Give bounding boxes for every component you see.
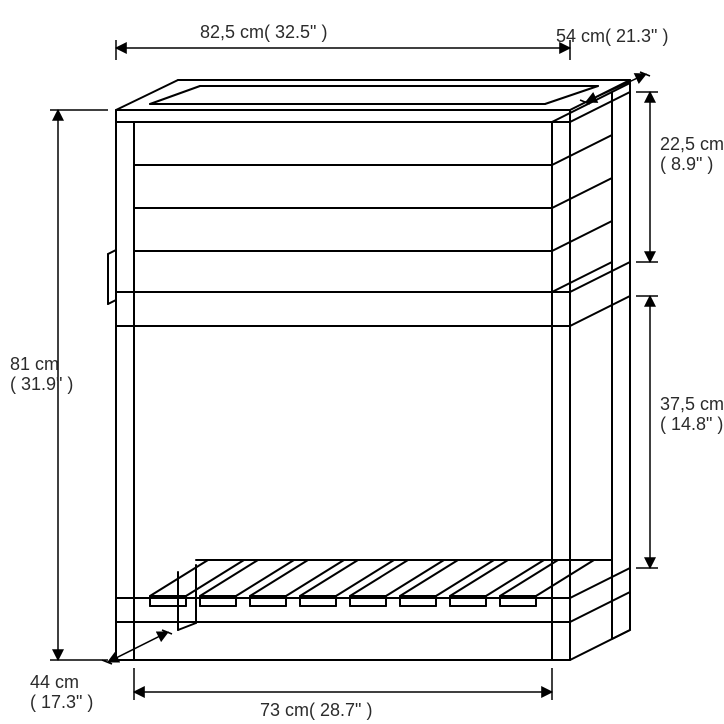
- labels: 82,5 cm( 32.5" ) 54 cm( 21.3" ) 22,5 cm(…: [10, 22, 724, 720]
- lbl-bdepth-cm: 44 cm: [30, 672, 79, 692]
- dim-bottom-depth: [102, 630, 172, 664]
- dim-shelf-gap: [636, 296, 658, 568]
- lbl-gap-in: ( 14.8" ): [660, 414, 723, 434]
- svg-text:37,5 cm( 14.8" ): 37,5 cm( 14.8" ): [660, 394, 724, 434]
- lbl-bdepth-in: ( 17.3" ): [30, 692, 93, 712]
- lbl-top-width-cm: 82,5 cm: [200, 22, 264, 42]
- lbl-top-depth-in: ( 21.3" ): [605, 26, 668, 46]
- dim-top-width: [116, 40, 570, 60]
- lbl-total-h-in: ( 31.9" ): [10, 374, 73, 394]
- lbl-top-depth-cm: 54 cm: [556, 26, 605, 46]
- dim-box-height: [636, 92, 658, 262]
- lbl-bwidth-in: ( 28.7" ): [309, 700, 372, 720]
- svg-text:73 cm( 28.7" ): 73 cm( 28.7" ): [260, 700, 372, 720]
- dim-bottom-width: [134, 668, 552, 700]
- lbl-box-h-in: ( 8.9" ): [660, 154, 713, 174]
- svg-text:54 cm( 21.3" ): 54 cm( 21.3" ): [556, 26, 668, 46]
- svg-text:82,5 cm( 32.5" ): 82,5 cm( 32.5" ): [200, 22, 327, 42]
- top-rim: [116, 80, 630, 122]
- lbl-total-h-cm: 81 cm: [10, 354, 59, 374]
- svg-text:44 cm( 17.3" ): 44 cm( 17.3" ): [30, 672, 93, 712]
- svg-text:81 cm( 31.9" ): 81 cm( 31.9" ): [10, 354, 73, 394]
- upper-box: [134, 92, 612, 292]
- lbl-box-h-cm: 22,5 cm: [660, 134, 724, 154]
- lbl-top-width-in: ( 32.5" ): [264, 22, 327, 42]
- lbl-bwidth-cm: 73 cm: [260, 700, 309, 720]
- svg-text:22,5 cm( 8.9" ): 22,5 cm( 8.9" ): [660, 134, 724, 174]
- lbl-gap-cm: 37,5 cm: [660, 394, 724, 414]
